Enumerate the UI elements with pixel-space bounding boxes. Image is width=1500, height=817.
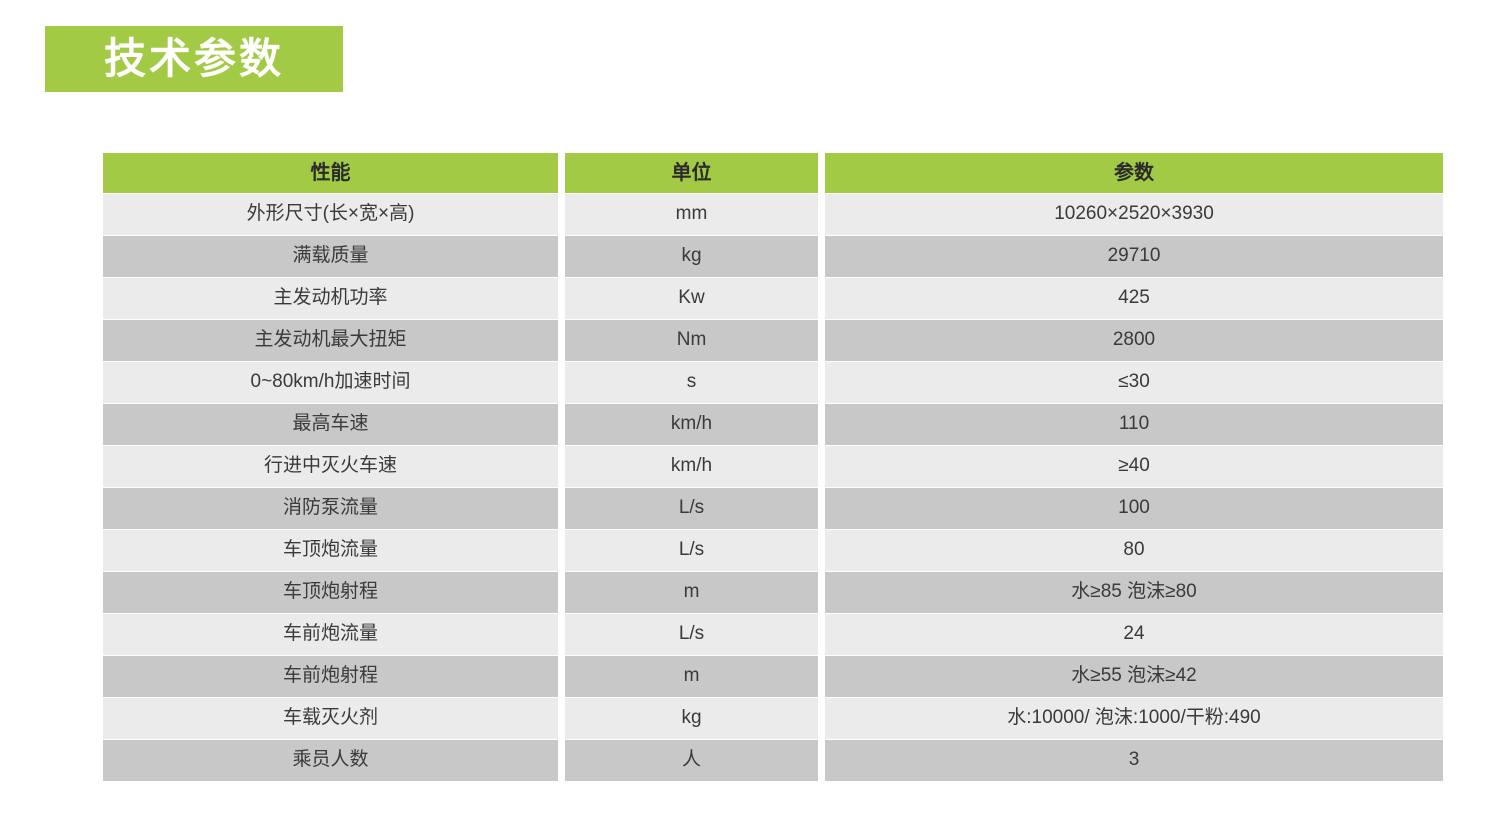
- cell-performance: 行进中灭火车速: [103, 446, 558, 487]
- cell-performance: 车前炮射程: [103, 656, 558, 697]
- cell-performance: 主发动机功率: [103, 278, 558, 319]
- cell-unit: L/s: [565, 488, 818, 529]
- table-header-row: 性能 单位 参数: [103, 153, 1443, 193]
- cell-performance: 车载灭火剂: [103, 698, 558, 739]
- table-row: 满载质量 kg 29710: [103, 236, 1443, 277]
- cell-parameter: 24: [825, 614, 1443, 655]
- cell-unit: m: [565, 572, 818, 613]
- cell-performance: 车顶炮流量: [103, 530, 558, 571]
- cell-performance: 最高车速: [103, 404, 558, 445]
- cell-unit: mm: [565, 194, 818, 235]
- cell-performance: 满载质量: [103, 236, 558, 277]
- cell-parameter: 80: [825, 530, 1443, 571]
- cell-parameter: 110: [825, 404, 1443, 445]
- cell-performance: 0~80km/h加速时间: [103, 362, 558, 403]
- cell-unit: 人: [565, 740, 818, 781]
- cell-parameter: 水:10000/ 泡沫:1000/干粉:490: [825, 698, 1443, 739]
- table-row: 车前炮射程 m 水≥55 泡沫≥42: [103, 656, 1443, 697]
- table-row: 主发动机功率 Kw 425: [103, 278, 1443, 319]
- cell-unit: Nm: [565, 320, 818, 361]
- table-row: 主发动机最大扭矩 Nm 2800: [103, 320, 1443, 361]
- cell-parameter: 425: [825, 278, 1443, 319]
- column-header-parameter: 参数: [825, 153, 1443, 193]
- column-header-performance: 性能: [103, 153, 558, 193]
- cell-parameter: ≥40: [825, 446, 1443, 487]
- cell-unit: km/h: [565, 446, 818, 487]
- cell-unit: Kw: [565, 278, 818, 319]
- table-row: 乘员人数 人 3: [103, 740, 1443, 781]
- cell-parameter: 10260×2520×3930: [825, 194, 1443, 235]
- cell-parameter: 水≥85 泡沫≥80: [825, 572, 1443, 613]
- cell-unit: L/s: [565, 614, 818, 655]
- cell-parameter: 29710: [825, 236, 1443, 277]
- table-row: 车顶炮射程 m 水≥85 泡沫≥80: [103, 572, 1443, 613]
- table-row: 外形尺寸(长×宽×高) mm 10260×2520×3930: [103, 194, 1443, 235]
- table-row: 消防泵流量 L/s 100: [103, 488, 1443, 529]
- technical-specs-table: 性能 单位 参数 外形尺寸(长×宽×高) mm 10260×2520×3930 …: [103, 153, 1443, 782]
- cell-unit: km/h: [565, 404, 818, 445]
- cell-performance: 外形尺寸(长×宽×高): [103, 194, 558, 235]
- cell-parameter: 100: [825, 488, 1443, 529]
- column-header-unit: 单位: [565, 153, 818, 193]
- cell-performance: 车前炮流量: [103, 614, 558, 655]
- cell-performance: 消防泵流量: [103, 488, 558, 529]
- cell-unit: s: [565, 362, 818, 403]
- cell-unit: L/s: [565, 530, 818, 571]
- cell-parameter: 2800: [825, 320, 1443, 361]
- cell-parameter: 3: [825, 740, 1443, 781]
- cell-performance: 乘员人数: [103, 740, 558, 781]
- page-title-banner: 技术参数: [45, 26, 343, 92]
- cell-unit: kg: [565, 236, 818, 277]
- cell-parameter: 水≥55 泡沫≥42: [825, 656, 1443, 697]
- cell-performance: 主发动机最大扭矩: [103, 320, 558, 361]
- table-row: 最高车速 km/h 110: [103, 404, 1443, 445]
- table-row: 车载灭火剂 kg 水:10000/ 泡沫:1000/干粉:490: [103, 698, 1443, 739]
- table-row: 行进中灭火车速 km/h ≥40: [103, 446, 1443, 487]
- cell-parameter: ≤30: [825, 362, 1443, 403]
- page-title: 技术参数: [103, 34, 284, 83]
- cell-unit: m: [565, 656, 818, 697]
- table-row: 车前炮流量 L/s 24: [103, 614, 1443, 655]
- cell-performance: 车顶炮射程: [103, 572, 558, 613]
- cell-unit: kg: [565, 698, 818, 739]
- table-row: 车顶炮流量 L/s 80: [103, 530, 1443, 571]
- table-row: 0~80km/h加速时间 s ≤30: [103, 362, 1443, 403]
